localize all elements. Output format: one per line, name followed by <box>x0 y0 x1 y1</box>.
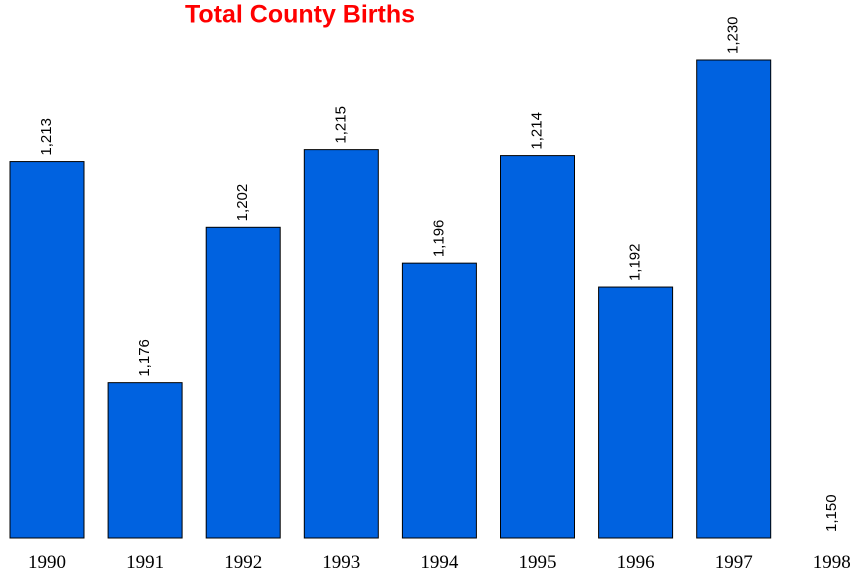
bar <box>9 161 85 539</box>
value-label: 1,192 <box>627 244 644 282</box>
value-label: 1,202 <box>234 184 251 222</box>
bar <box>107 382 183 539</box>
chart-title: Total County Births <box>185 1 415 29</box>
value-label: 1,150 <box>823 494 840 532</box>
bar <box>401 262 477 539</box>
bar <box>205 226 281 539</box>
x-tick-label: 1998 <box>813 552 851 573</box>
value-label: 1,176 <box>136 339 153 377</box>
x-tick-label: 1995 <box>519 552 557 573</box>
x-tick-label: 1996 <box>617 552 655 573</box>
value-label: 1,214 <box>528 112 545 150</box>
bar <box>303 149 379 539</box>
x-tick-label: 1997 <box>715 552 753 573</box>
value-label: 1,230 <box>725 16 742 54</box>
bar <box>500 155 575 539</box>
bar <box>598 286 674 539</box>
x-tick-label: 1990 <box>28 552 66 573</box>
value-label: 1,213 <box>38 118 55 156</box>
x-tick-label: 1993 <box>322 552 360 573</box>
x-tick-label: 1994 <box>420 552 459 573</box>
bar <box>696 59 772 539</box>
x-tick-label: 1991 <box>126 552 164 573</box>
value-label: 1,196 <box>430 220 447 258</box>
value-label: 1,215 <box>332 106 349 144</box>
x-tick-label: 1992 <box>224 552 262 573</box>
